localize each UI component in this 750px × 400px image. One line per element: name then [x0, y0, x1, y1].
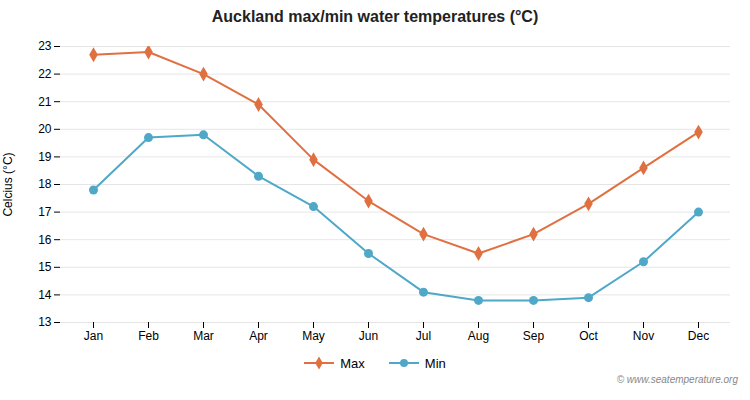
html-text:Max: Max: [340, 355, 365, 371]
svg-text:23: 23: [38, 39, 52, 53]
svg-text:Jun: Jun: [359, 329, 378, 343]
svg-text:Oct: Oct: [579, 329, 598, 343]
svg-text:Jan: Jan: [84, 329, 103, 343]
html-text:Min: Min: [424, 355, 446, 371]
svg-text:Sep: Sep: [523, 329, 545, 343]
html-text:© www.seatemperature.org: © www.seatemperature.org: [616, 374, 738, 385]
html-text:Auckland max/min water tempera: Auckland max/min water temperatures (°C): [211, 8, 539, 25]
svg-text:Dec: Dec: [688, 329, 709, 343]
svg-text:Apr: Apr: [249, 329, 268, 343]
svg-text:Jul: Jul: [416, 329, 431, 343]
svg-text:14: 14: [38, 288, 52, 302]
svg-text:19: 19: [38, 150, 52, 164]
svg-text:Feb: Feb: [138, 329, 159, 343]
svg-text:22: 22: [38, 67, 52, 81]
svg-text:17: 17: [38, 205, 52, 219]
svg-text:18: 18: [38, 177, 52, 191]
svg-text:20: 20: [38, 122, 52, 136]
svg-text:Celcius (°C): Celcius (°C): [1, 152, 15, 216]
svg-text:Aug: Aug: [468, 329, 489, 343]
svg-text:May: May: [302, 329, 325, 343]
svg-text:Mar: Mar: [193, 329, 214, 343]
svg-text:15: 15: [38, 260, 52, 274]
svg-text:13: 13: [38, 315, 52, 329]
svg-text:Nov: Nov: [633, 329, 654, 343]
svg-text:16: 16: [38, 233, 52, 247]
svg-text:21: 21: [38, 95, 52, 109]
